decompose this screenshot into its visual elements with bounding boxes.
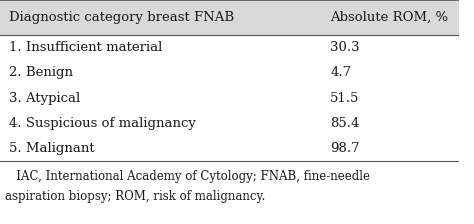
Text: 85.4: 85.4 <box>330 117 360 130</box>
Text: 30.3: 30.3 <box>330 41 360 54</box>
Text: 1. Insufficient material: 1. Insufficient material <box>9 41 163 54</box>
Text: aspiration biopsy; ROM, risk of malignancy.: aspiration biopsy; ROM, risk of malignan… <box>5 190 265 203</box>
Bar <box>0 0 459 35</box>
Text: 4.7: 4.7 <box>330 66 351 79</box>
Text: Diagnostic category breast FNAB: Diagnostic category breast FNAB <box>9 11 234 24</box>
Text: 2. Benign: 2. Benign <box>9 66 73 79</box>
Text: Absolute ROM, %: Absolute ROM, % <box>330 11 448 24</box>
Text: 5. Malignant: 5. Malignant <box>9 142 95 155</box>
Text: 51.5: 51.5 <box>330 91 360 105</box>
Text: IAC, International Academy of Cytology; FNAB, fine-needle: IAC, International Academy of Cytology; … <box>5 170 370 183</box>
Text: 4. Suspicious of malignancy: 4. Suspicious of malignancy <box>9 117 196 130</box>
Text: 3. Atypical: 3. Atypical <box>9 91 81 105</box>
Text: 98.7: 98.7 <box>330 142 360 155</box>
